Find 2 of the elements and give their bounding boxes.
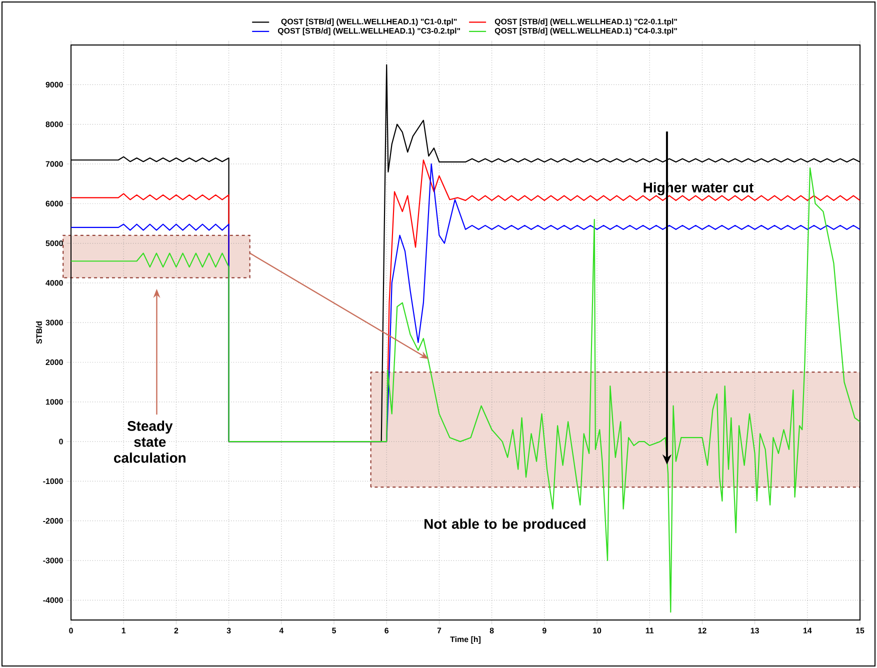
annotation: Steady state calculation (114, 420, 186, 463)
annotation: Not able to be produced (424, 518, 586, 532)
